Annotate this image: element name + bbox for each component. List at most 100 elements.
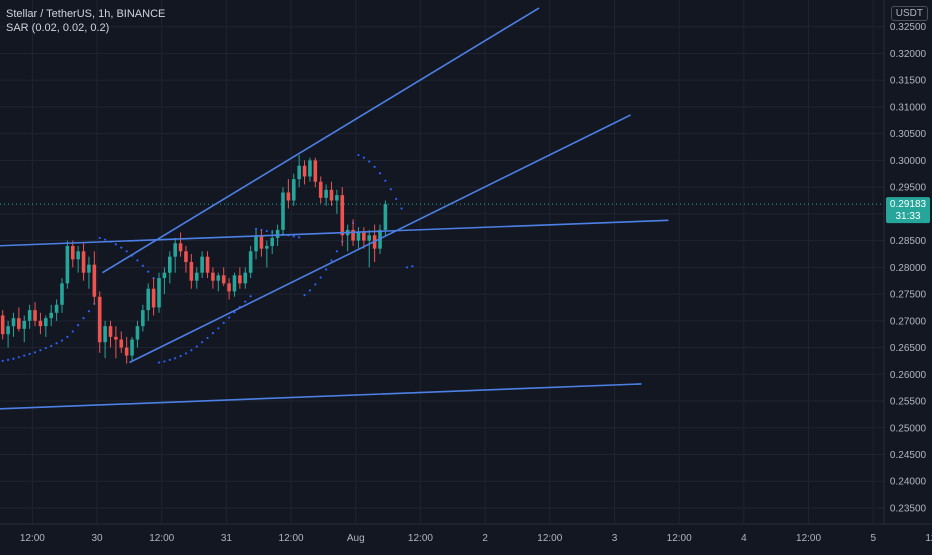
- candle-body: [275, 229, 280, 238]
- candle: [130, 336, 134, 361]
- sar-dot: [254, 227, 258, 230]
- price-tick-label: 0.26000: [890, 370, 927, 381]
- sar-dot: [319, 276, 322, 279]
- sar-dot: [184, 352, 188, 355]
- candle-body: [0, 315, 5, 335]
- candle: [259, 229, 264, 257]
- sar-dot: [50, 344, 53, 348]
- symbol-title[interactable]: Stellar / TetherUS, 1h, BINANCE: [6, 8, 166, 20]
- candle: [367, 229, 372, 268]
- sar-dot: [104, 238, 107, 241]
- candle: [265, 240, 269, 268]
- candle: [151, 278, 156, 316]
- candle-body: [205, 256, 210, 273]
- price-tick-label: 0.32500: [890, 22, 927, 33]
- candle-body: [243, 272, 248, 284]
- price-axis[interactable]: 0.32500 0.32000 0.31500 0.31000 0.30500 0.300…: [890, 22, 927, 514]
- currency-label[interactable]: USDT: [890, 6, 928, 21]
- trendline[interactable]: [101, 7, 540, 274]
- indicator-title[interactable]: SAR (0.02, 0.02, 0.2): [6, 22, 110, 34]
- candle: [232, 272, 237, 297]
- candle-body: [367, 235, 372, 241]
- sar-dot: [157, 361, 161, 364]
- sar-dot: [60, 339, 64, 342]
- time-tick-label: 3: [612, 533, 618, 544]
- candle-body: [97, 296, 102, 343]
- price-tick-label: 0.25500: [890, 397, 927, 408]
- sar-dot: [244, 300, 247, 303]
- sar-dot: [23, 354, 26, 357]
- time-tick-label: 31: [221, 533, 233, 544]
- candle-body: [108, 326, 113, 337]
- candle-body: [232, 275, 237, 292]
- time-axis[interactable]: 12:00 30 12:00 31 12:00 Aug 12:00 2 12:00 3 12:00 4…: [20, 533, 932, 544]
- candle: [281, 187, 285, 236]
- candle: [103, 320, 107, 359]
- candle-body: [65, 245, 70, 284]
- time-tick-label: 12:00: [667, 533, 692, 544]
- time-tick-label: 12:00: [20, 533, 45, 544]
- candle: [221, 267, 226, 287]
- candle: [60, 278, 64, 313]
- candle: [189, 253, 194, 289]
- candle: [70, 240, 75, 268]
- candle: [362, 227, 366, 249]
- candle: [162, 267, 167, 295]
- candle: [238, 267, 242, 289]
- price-tick-label: 0.31500: [890, 76, 927, 87]
- sar-dot: [292, 235, 295, 238]
- candle: [27, 304, 32, 329]
- time-tick-label: Aug: [347, 533, 365, 544]
- candle: [254, 229, 258, 260]
- sar-dot: [168, 358, 171, 361]
- sar-dot: [190, 349, 193, 352]
- sar-dot: [357, 153, 360, 157]
- sar-dot: [141, 264, 144, 267]
- sar-dot: [195, 345, 198, 348]
- sar-dot: [120, 246, 123, 249]
- trendline[interactable]: [0, 383, 642, 410]
- sar-dot: [325, 268, 328, 271]
- candle-body: [270, 237, 275, 246]
- candle-body: [356, 232, 361, 241]
- candle: [157, 272, 161, 313]
- candle-body: [81, 251, 86, 273]
- candle: [76, 245, 80, 273]
- trendline[interactable]: [129, 114, 632, 364]
- price-tag-background: [886, 197, 930, 224]
- candle: [6, 320, 10, 348]
- candle-body: [17, 318, 21, 329]
- candle-body: [265, 245, 269, 249]
- time-tick-label: 12:00: [279, 533, 304, 544]
- candle: [167, 251, 172, 284]
- sar-dot: [39, 349, 42, 352]
- candle-body: [162, 272, 167, 279]
- sar-dot: [206, 336, 209, 340]
- candle-body: [130, 339, 134, 356]
- candle-body: [22, 320, 27, 329]
- sar-dot: [44, 346, 47, 350]
- sar-dot: [389, 188, 392, 191]
- candle-body: [49, 312, 54, 319]
- candle: [329, 181, 334, 206]
- trendline-layer[interactable]: [0, 7, 669, 410]
- price-tick-label: 0.30500: [890, 129, 927, 140]
- sar-dot: [201, 341, 204, 344]
- candle: [324, 184, 328, 206]
- sar-dot: [82, 317, 85, 320]
- price-tick-label: 0.31000: [890, 102, 927, 113]
- candle: [135, 320, 140, 348]
- candle: [184, 245, 188, 273]
- candle-body: [38, 320, 43, 327]
- candle: [22, 315, 27, 343]
- candle: [44, 315, 48, 337]
- candle: [313, 157, 318, 188]
- trendline[interactable]: [0, 219, 669, 247]
- sar-dot: [303, 294, 306, 297]
- candle: [146, 283, 151, 321]
- candle-body: [141, 310, 145, 327]
- candle: [205, 251, 210, 279]
